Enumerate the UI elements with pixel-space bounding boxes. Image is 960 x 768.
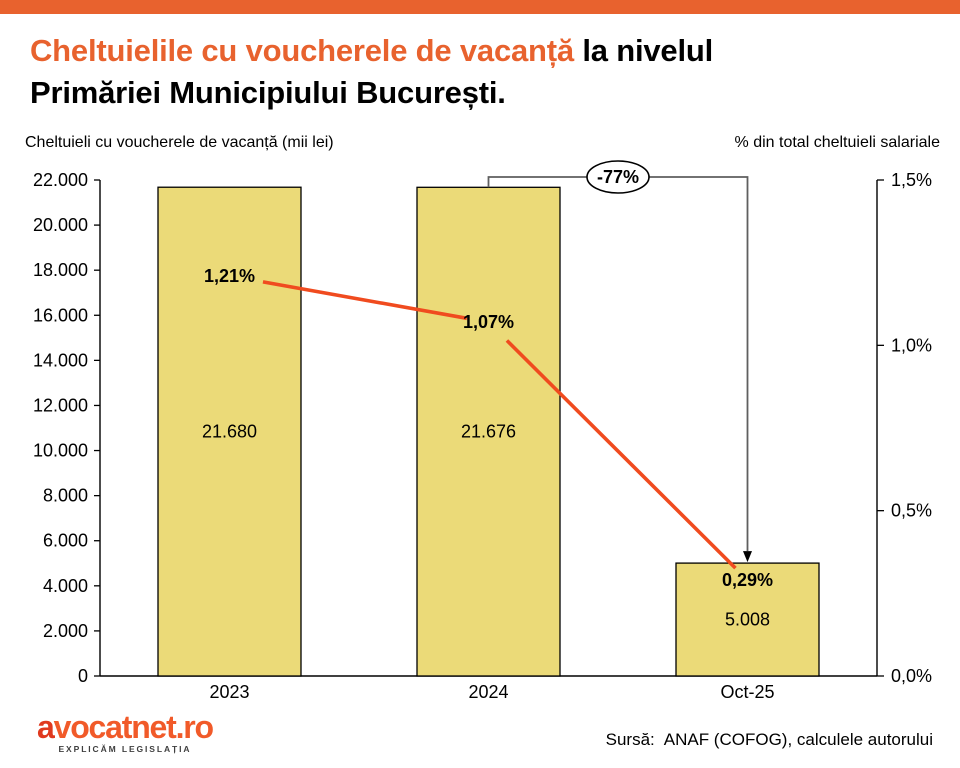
annotation-label: -77% — [597, 167, 639, 187]
pct-point-label: 0,29% — [722, 570, 773, 590]
left-axis-title: Cheltuieli cu voucherele de vacanță (mii… — [25, 134, 334, 151]
bar-value-label: 21.676 — [461, 422, 516, 442]
right-axis-title: % din total cheltuieli salariale — [734, 134, 940, 151]
y-axis-right-tick-label: 1,0% — [891, 335, 932, 355]
top-accent-bar — [0, 0, 960, 14]
pct-point-label: 1,07% — [463, 312, 514, 332]
y-axis-left-tick-label: 20.000 — [33, 215, 88, 235]
y-axis-left-tick-label: 16.000 — [33, 305, 88, 325]
bar-value-label: 5.008 — [725, 610, 770, 630]
y-axis-left-tick-label: 14.000 — [33, 350, 88, 370]
category-label: 2024 — [468, 682, 508, 702]
title-highlight: Cheltuielile cu voucherele de vacanță — [30, 33, 574, 68]
y-axis-left-tick-label: 8.000 — [43, 486, 88, 506]
title-line2: Primăriei Municipiului București. — [30, 75, 506, 110]
y-axis-right-tick-label: 0,0% — [891, 666, 932, 686]
chart: 22.000 20.000 18.000 16.000 14.000 12.000 10.0… — [33, 160, 932, 702]
y-axis-right-tick-label: 0,5% — [891, 501, 932, 521]
pct-line-segment — [505, 339, 737, 570]
logo-wordmark: avocatnet.ro — [37, 709, 214, 745]
y-axis-left-tick-label: 18.000 — [33, 260, 88, 280]
source-note: Sursă: ANAF (COFOG), calculele autorului — [606, 730, 933, 750]
pct-line-segment — [262, 280, 468, 321]
y-axis-left-tick-label: 10.000 — [33, 441, 88, 461]
annotation-ellipse — [586, 160, 650, 194]
axis-titles-row: Cheltuieli cu voucherele de vacanță (mii… — [25, 134, 940, 152]
category-label: 2023 — [209, 682, 249, 702]
logo-tagline: EXPLICĂM LEGISLAȚIA — [58, 744, 192, 754]
y-axis-left-tick-label: 0 — [78, 666, 88, 686]
pct-point-label: 1,21% — [204, 266, 255, 286]
y-axis-left-tick-label: 4.000 — [43, 576, 88, 596]
y-axis-left-tick-label: 6.000 — [43, 531, 88, 551]
bar-2024 — [416, 186, 561, 677]
page-title: Cheltuielile cu voucherele de vacanță la… — [30, 30, 713, 114]
y-axis-left-tick-label: 2.000 — [43, 621, 88, 641]
category-label: Oct-25 — [720, 682, 774, 702]
bar-Oct-25 — [675, 562, 820, 677]
y-axis-left-tick-label: 22.000 — [33, 170, 88, 190]
bar-value-label: 21.680 — [202, 422, 257, 442]
bar-2023 — [157, 186, 302, 677]
y-axis-right-tick-label: 1,5% — [891, 170, 932, 190]
source-text: ANAF (COFOG), calculele autorului — [663, 730, 933, 749]
y-axis-left-tick-label: 12.000 — [33, 395, 88, 415]
title-rest: la nivelul — [573, 33, 714, 68]
annotation-arrowhead — [743, 551, 752, 563]
avocatnet-logo: avocatnet.ro EXPLICĂM LEGISLAȚIA — [37, 709, 214, 754]
source-label: Sursă: — [605, 730, 655, 749]
